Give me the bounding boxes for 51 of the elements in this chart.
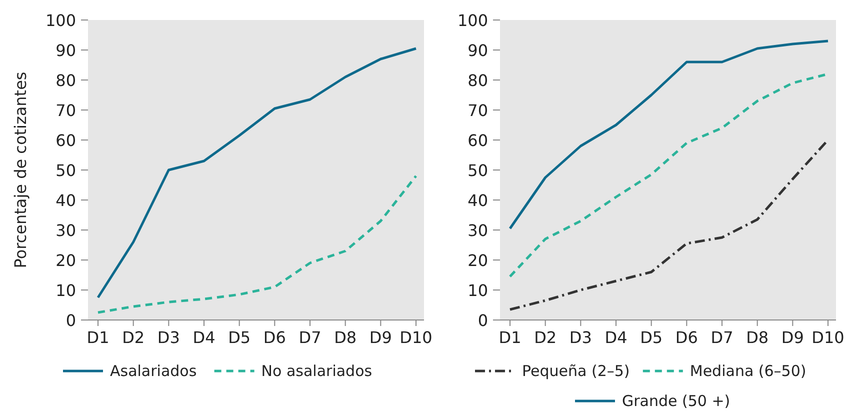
y-tick-label: 30 <box>56 221 76 240</box>
line-series <box>96 174 418 314</box>
x-tick-label: D2 <box>122 328 145 347</box>
y-tick-label: 20 <box>468 251 488 270</box>
x-tick-label: D4 <box>604 328 628 347</box>
x-tick-label: D10 <box>400 328 432 347</box>
y-tick-label: 80 <box>56 71 76 90</box>
y-tick-label: 70 <box>56 101 76 120</box>
y-tick-label: 100 <box>457 11 488 30</box>
legend-label: Asalariados <box>110 362 197 380</box>
x-tick-label: D5 <box>228 328 251 347</box>
legend-label: Mediana (6–50) <box>690 362 806 380</box>
x-tick-label: D10 <box>812 328 844 347</box>
y-tick-label: 60 <box>468 131 488 150</box>
y-tick-label: 40 <box>56 191 76 210</box>
legend-label: No asalariados <box>261 362 372 380</box>
y-tick-label: 100 <box>45 11 76 30</box>
y-tick-label: 60 <box>56 131 76 150</box>
y-axis-title: Porcentaje de cotizantes <box>11 72 30 268</box>
x-tick-label: D9 <box>781 328 804 347</box>
y-tick-label: 80 <box>468 71 488 90</box>
y-tick-label: 70 <box>468 101 488 120</box>
x-tick-label: D6 <box>263 328 286 347</box>
x-tick-label: D9 <box>369 328 392 347</box>
x-tick-label: D1 <box>498 328 522 347</box>
line-series <box>96 47 418 299</box>
x-tick-label: D2 <box>534 328 557 347</box>
y-tick-label: 50 <box>56 161 76 180</box>
y-tick-label: 90 <box>468 41 488 60</box>
x-tick-label: D3 <box>157 328 180 347</box>
line-series <box>508 40 830 230</box>
y-tick-label: 10 <box>56 281 76 300</box>
y-tick-label: 30 <box>468 221 488 240</box>
x-tick-label: D6 <box>675 328 698 347</box>
x-tick-label: D1 <box>86 328 110 347</box>
legend-label: Pequeña (2–5) <box>522 362 630 380</box>
x-tick-label: D7 <box>298 328 322 347</box>
x-tick-label: D8 <box>746 328 769 347</box>
legend-label: Grande (50 +) <box>622 392 730 410</box>
y-tick-label: 50 <box>468 161 488 180</box>
x-tick-label: D5 <box>640 328 663 347</box>
y-tick-label: 20 <box>56 251 76 270</box>
x-tick-label: D7 <box>710 328 734 347</box>
y-tick-label: 40 <box>468 191 488 210</box>
x-tick-label: D3 <box>569 328 592 347</box>
x-tick-label: D4 <box>192 328 216 347</box>
y-tick-label: 10 <box>468 281 488 300</box>
x-tick-label: D8 <box>334 328 357 347</box>
y-tick-label: 0 <box>478 311 488 330</box>
y-tick-label: 90 <box>56 41 76 60</box>
y-tick-label: 0 <box>66 311 76 330</box>
